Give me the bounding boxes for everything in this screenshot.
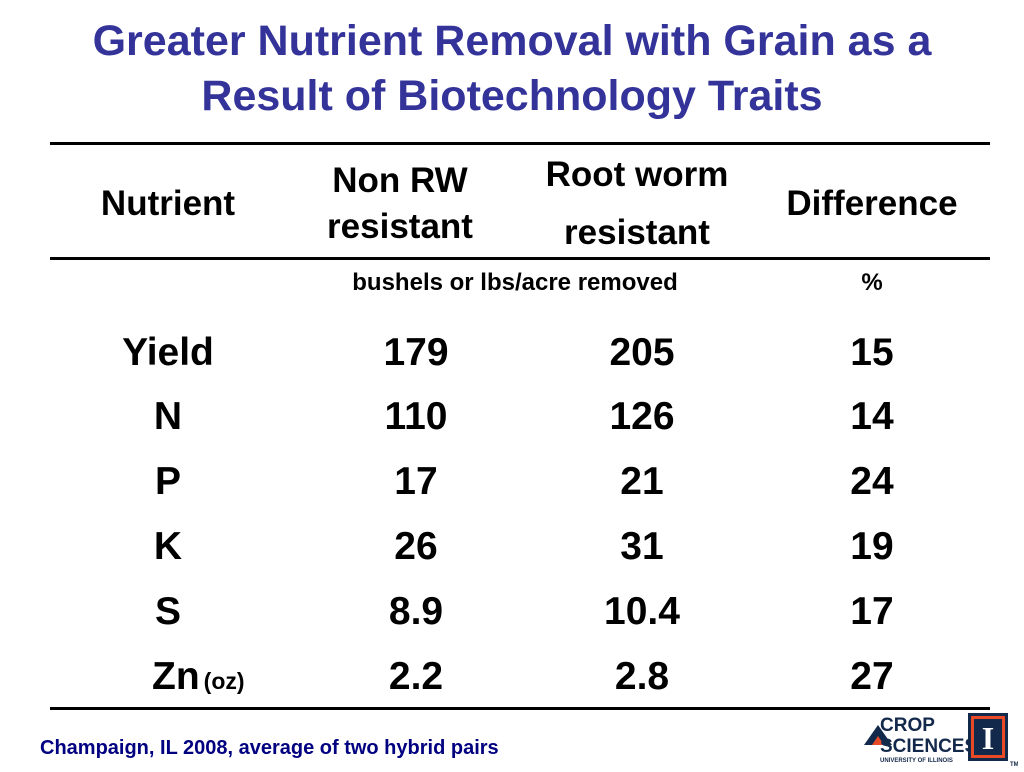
nutrient-name: N	[153, 395, 183, 438]
header-nutrient: Nutrient	[100, 184, 236, 223]
header-rw-line1: Root worm	[545, 155, 729, 194]
logo-tm: TM	[1010, 762, 1018, 767]
logo-line2: SCIENCES	[880, 736, 977, 757]
row-nutrient-label: N	[48, 394, 288, 440]
non-rw-value: 110	[384, 395, 448, 438]
units-percent: %	[861, 269, 883, 296]
logo-subtext: UNIVERSITY OF ILLINOIS	[880, 758, 953, 764]
logo-triangle-accent-icon	[872, 736, 884, 745]
non-rw-value: 2.2	[388, 655, 444, 698]
logo-triangle-icon	[864, 725, 892, 745]
difference-value: 17	[850, 590, 894, 633]
table-top-rule	[50, 142, 990, 145]
header-rw: Root worm resistant	[517, 151, 757, 257]
header-non-rw-line2: resistant	[327, 207, 473, 246]
difference-value: 15	[850, 331, 894, 374]
footnote: Champaign, IL 2008, average of two hybri…	[40, 737, 499, 759]
header-non-rw-line1: Non RW	[332, 161, 468, 200]
non-rw-value: 8.9	[388, 590, 444, 633]
logo-line1: CROP	[880, 715, 935, 736]
crop-sciences-logo-graphic: CROP SCIENCES UNIVERSITY OF ILLINOIS I T…	[864, 713, 1019, 768]
non-rw-value: 179	[383, 331, 449, 374]
non-rw-value: 17	[394, 460, 438, 503]
difference-value: 19	[850, 525, 894, 568]
table-bottom-rule	[50, 707, 990, 710]
nutrient-name: Zn	[152, 655, 200, 698]
difference-value: 14	[850, 395, 894, 438]
difference-value: 24	[850, 460, 894, 503]
nutrient-name: Yield	[122, 331, 214, 374]
rw-value: 10.4	[604, 590, 680, 633]
rw-value: 2.8	[614, 655, 670, 698]
table-header-rule	[50, 257, 990, 260]
title-line-2: Result of Biotechnology Traits	[201, 72, 823, 120]
title-line-1: Greater Nutrient Removal with Grain as a	[92, 17, 932, 65]
rw-value: 126	[609, 395, 675, 438]
nutrient-name: P	[154, 460, 181, 503]
header-difference: Difference	[786, 184, 958, 223]
row-nutrient-label: S	[48, 589, 288, 635]
nutrient-unit-suffix: (oz)	[203, 668, 245, 694]
difference-value: 27	[850, 655, 894, 698]
non-rw-value: 26	[394, 525, 438, 568]
row-nutrient-label: K	[48, 524, 288, 570]
header-non-rw: Non RW resistant	[280, 157, 520, 251]
block-i-inner	[974, 719, 1002, 755]
row-nutrient-label: Zn (oz)	[152, 654, 245, 704]
units-removed: bushels or lbs/acre removed	[352, 269, 678, 296]
rw-value: 205	[609, 331, 675, 374]
row-nutrient-label: P	[48, 459, 288, 505]
header-rw-line2: resistant	[564, 213, 710, 252]
row-nutrient-label: Yield	[48, 330, 288, 376]
nutrient-name: K	[153, 525, 183, 568]
block-i-icon: I	[982, 720, 994, 756]
nutrient-name: S	[154, 590, 181, 633]
crop-sciences-logo: CROP SCIENCES UNIVERSITY OF ILLINOIS I T…	[858, 709, 1019, 768]
slide-title: Greater Nutrient Removal with Grain as a…	[0, 14, 1024, 124]
rw-value: 21	[620, 460, 664, 503]
rw-value: 31	[620, 525, 664, 568]
